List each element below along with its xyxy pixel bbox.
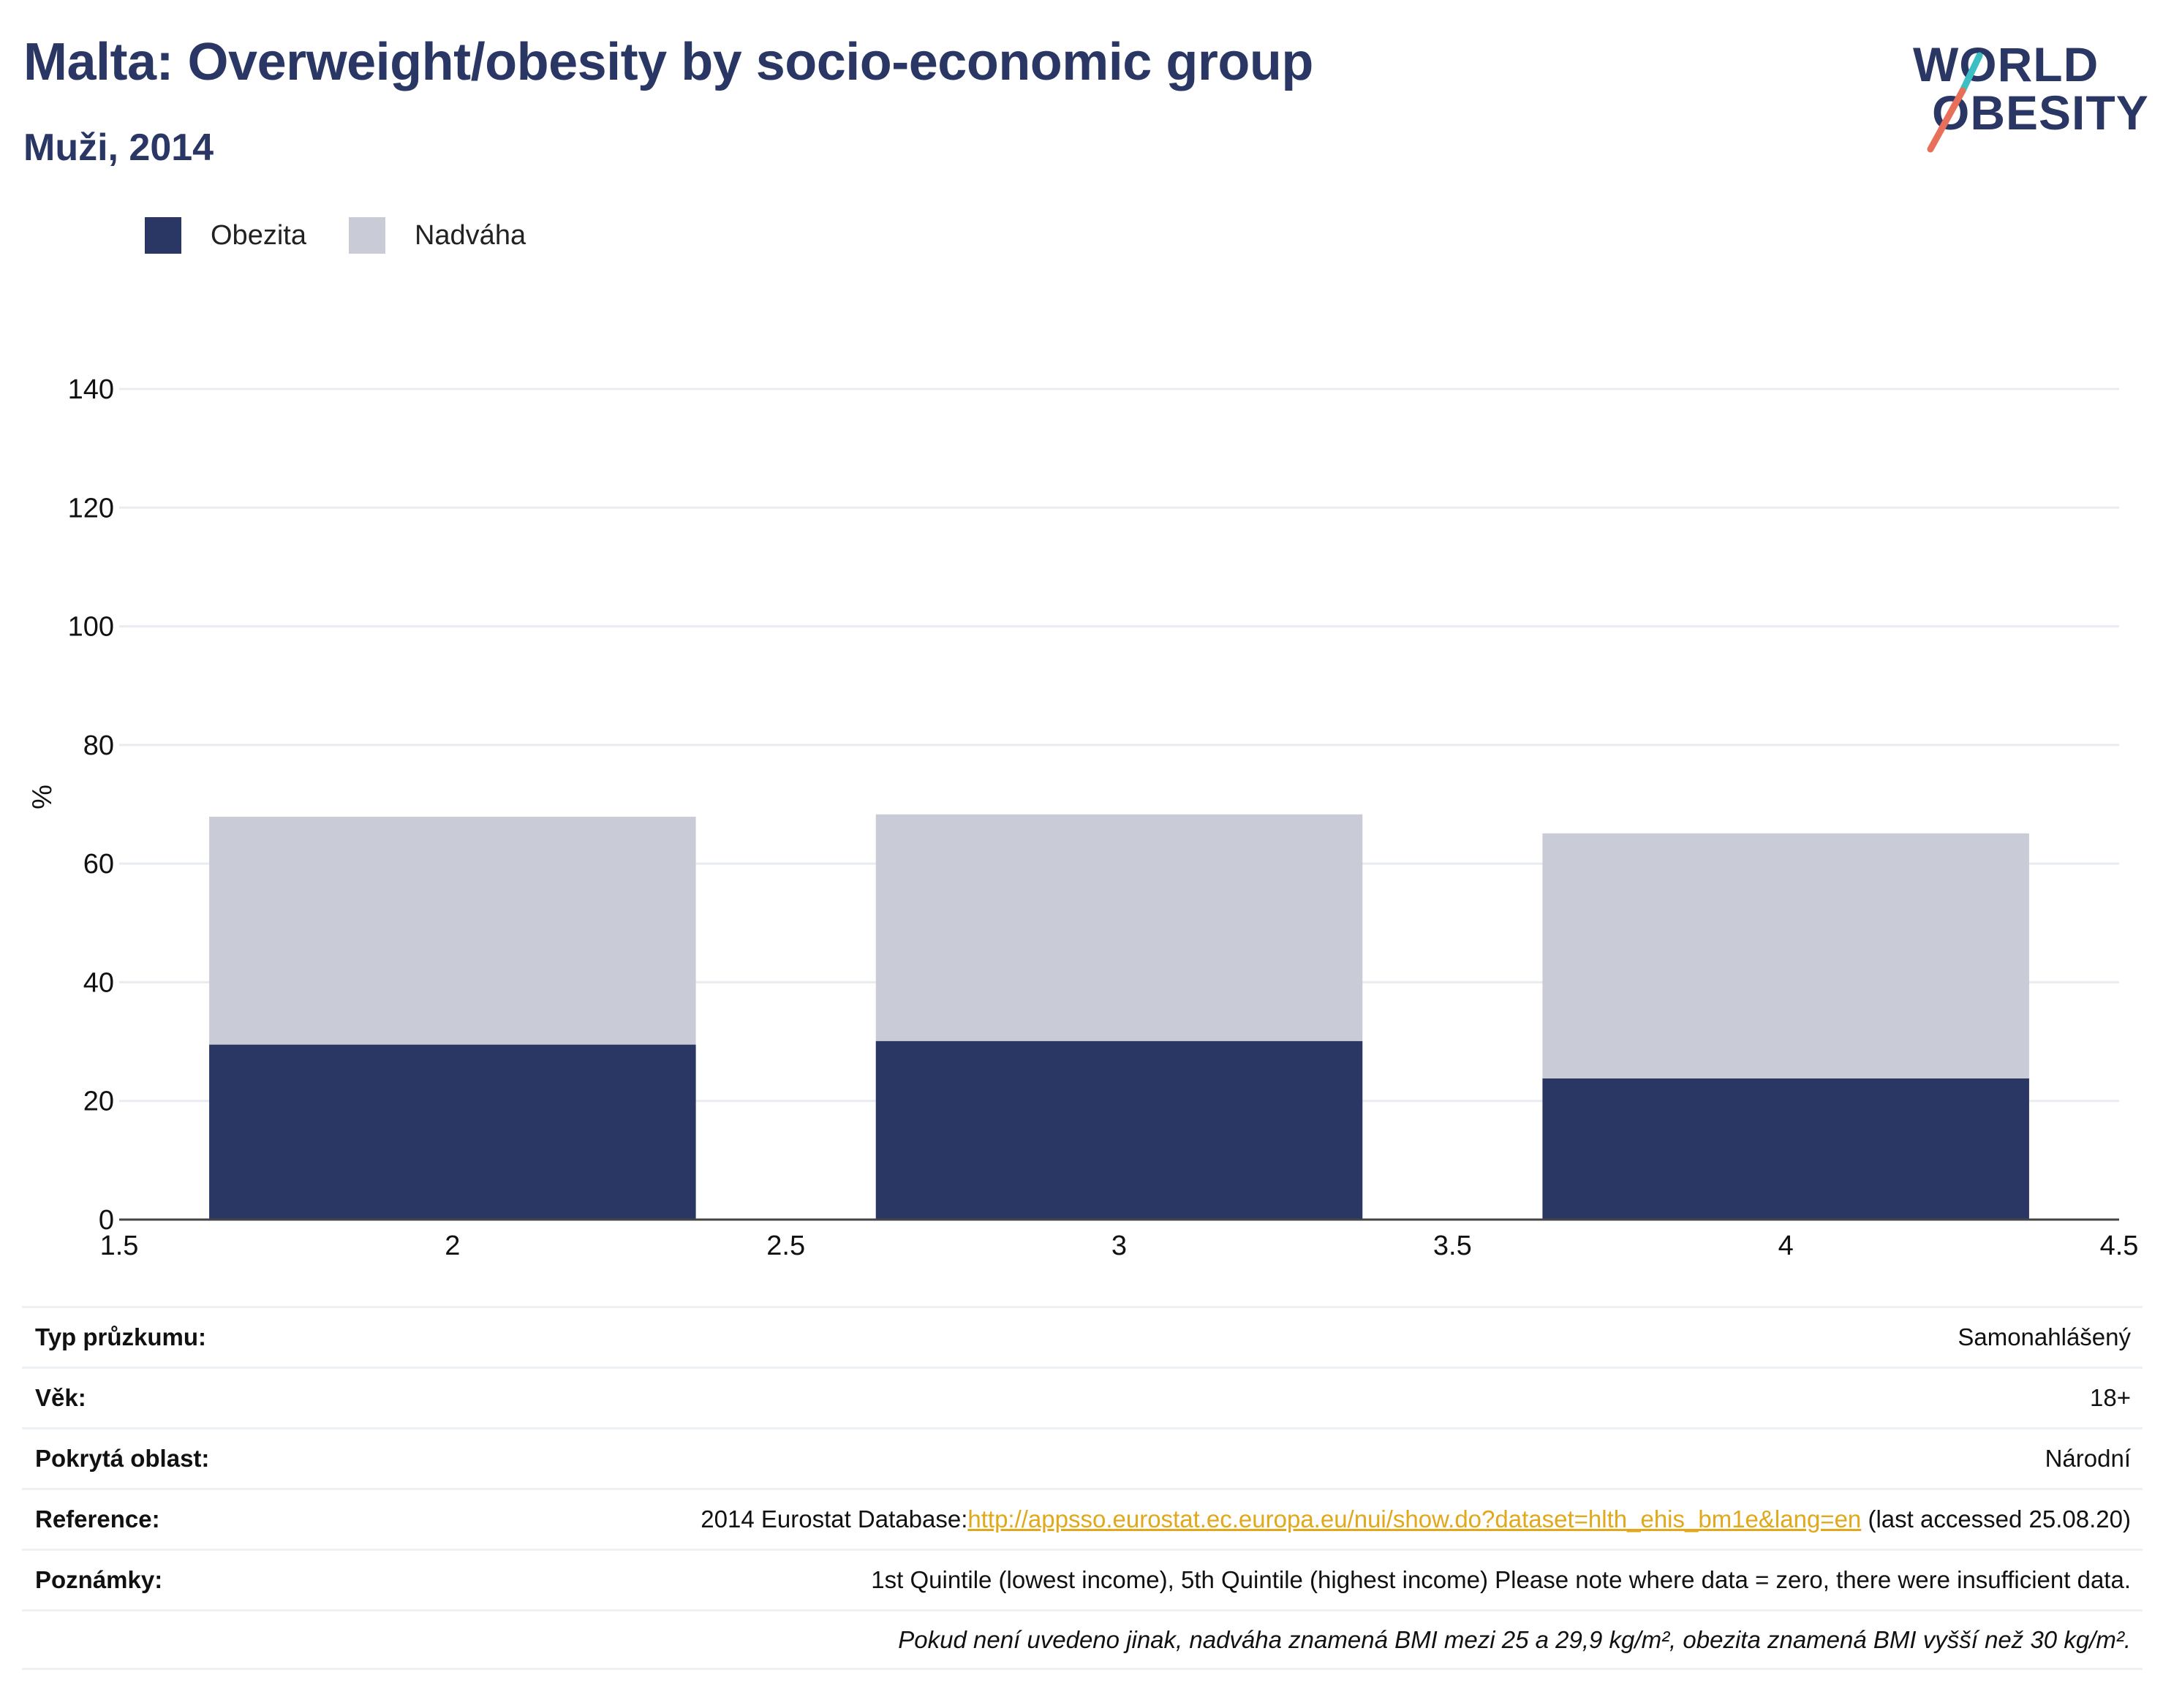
y-tick-label: 80 [83,730,114,761]
x-tick-label: 4.5 [2100,1231,2139,1261]
x-tick-label: 3.5 [1433,1231,1472,1261]
y-tick-label: 0 [99,1205,114,1236]
reference-suffix: (last accessed 25.08.20) [1861,1505,2131,1533]
legend-swatch-nadvaha [348,217,385,254]
info-value-age: 18+ [2090,1384,2131,1411]
y-tick-label: 60 [83,849,114,880]
info-row-reference: Reference: 2014 Eurostat Database:http:/… [22,1488,2143,1549]
info-value-coverage: Národní [2045,1445,2131,1472]
info-label-reference: Reference: [35,1505,160,1533]
info-row-notes: Poznámky: 1st Quintile (lowest income), … [22,1549,2143,1609]
legend-label-nadvaha: Nadváha [414,219,526,251]
bars [209,814,2029,1220]
info-table: Typ průzkumu: Samonahlášený Věk: 18+ Pok… [22,1306,2143,1670]
reference-link[interactable]: http://appsso.eurostat.ec.europa.eu/nui/… [967,1505,1862,1533]
legend-swatch-obezita [145,217,181,254]
x-tick-label: 2.5 [766,1231,805,1261]
bar-nadvaha-3[interactable] [875,814,1363,1041]
info-row-footnote: Pokud není uvedeno jinak, nadváha znamen… [22,1609,2143,1670]
legend-label-obezita: Obezita [211,219,306,251]
logo-text-obesity: OBESITY [1932,86,2149,140]
logo-text-world: WORLD [1913,37,2099,91]
info-value-notes: 1st Quintile (lowest income), 5th Quinti… [871,1566,2131,1593]
info-row-age: Věk: 18+ [22,1367,2143,1427]
bar-nadvaha-2[interactable] [209,817,696,1045]
info-footnote: Pokud není uvedeno jinak, nadváha znamen… [898,1625,2131,1653]
page-subtitle: Muži, 2014 [23,126,214,169]
info-label-age: Věk: [35,1384,86,1411]
y-tick-label: 40 [83,967,114,998]
bar-nadvaha-4[interactable] [1542,833,2029,1078]
world-obesity-logo: WORLD OBESITY [1901,20,2150,159]
bar-obezita-2[interactable] [209,1044,696,1220]
logo-slash-icon [1927,52,1983,153]
reference-prefix: 2014 Eurostat Database: [701,1505,968,1533]
x-tick-label: 1.5 [100,1231,139,1261]
info-label-coverage: Pokrytá oblast: [35,1445,210,1472]
x-tick-label: 2 [445,1231,460,1261]
bar-obezita-4[interactable] [1542,1078,2029,1220]
info-label-survey-type: Typ průzkumu: [35,1323,207,1350]
info-row-coverage: Pokrytá oblast: Národní [22,1427,2143,1488]
x-tick-label: 3 [1111,1231,1127,1261]
legend-item-nadvaha[interactable]: Nadváha [348,217,526,254]
x-tick-label: 4 [1778,1231,1794,1261]
page-title: Malta: Overweight/obesity by socio-econo… [23,33,1313,91]
bar-obezita-3[interactable] [875,1040,1363,1220]
legend-item-obezita[interactable]: Obezita [145,217,306,254]
info-value-survey-type: Samonahlášený [1958,1323,2131,1350]
y-tick-label: 120 [68,493,114,524]
info-label-notes: Poznámky: [35,1566,163,1593]
y-tick-label: 140 [68,374,114,405]
info-value-reference: 2014 Eurostat Database:http://appsso.eur… [701,1505,2131,1533]
info-row-survey-type: Typ průzkumu: Samonahlášený [22,1306,2143,1367]
stacked-bar-chart: 0 20 40 60 80 100 120 140 1.5 2 2.5 3 3.5 4 4.5 % [27,374,2139,1261]
y-tick-label: 20 [83,1087,114,1117]
y-axis-label: % [27,785,58,809]
axes: 0 20 40 60 80 100 120 140 1.5 2 2.5 3 3.5 4 4.5 [68,374,2139,1261]
chart-legend: Obezita Nadváha [145,216,568,254]
y-tick-label: 100 [68,612,114,643]
